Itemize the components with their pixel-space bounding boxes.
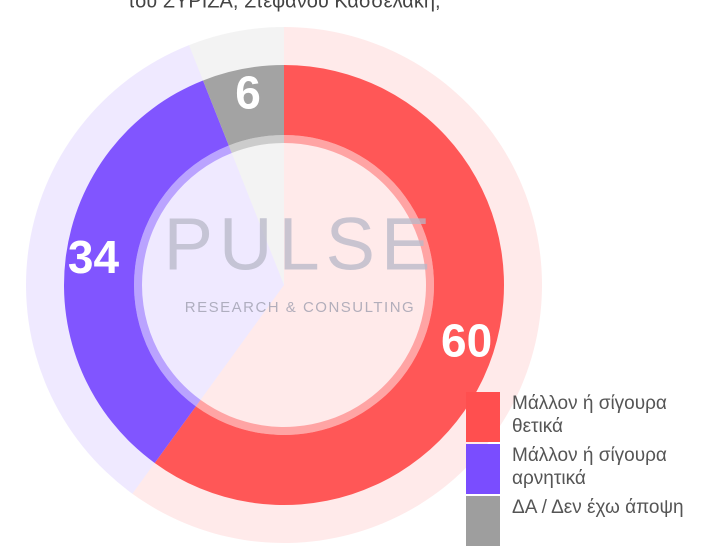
legend-swatch: [466, 444, 500, 494]
legend-swatch: [466, 392, 500, 442]
legend-label: Μάλλον ή σίγουρα θετικά: [512, 393, 667, 437]
legend-item: Μάλλον ή σίγουρα θετικά: [466, 392, 702, 444]
slice: [63, 80, 229, 463]
legend-item: ΔΑ / Δεν έχω άποψη: [466, 496, 702, 548]
slices: [25, 27, 542, 543]
slice: [203, 65, 284, 146]
value-label: 6: [235, 67, 261, 119]
legend-label: Μάλλον ή σίγουρα αρνητικά: [512, 445, 667, 489]
legend-label: ΔΑ / Δεν έχω άποψη: [512, 497, 684, 518]
slice-inner-rim: [133, 145, 232, 407]
value-label: 34: [68, 231, 120, 283]
watermark-brand: PULSE: [164, 203, 437, 286]
slice: [154, 65, 505, 506]
legend-item: Μάλλον ή σίγουρα αρνητικά: [466, 444, 702, 496]
value-label: 60: [441, 314, 492, 366]
legend: Μάλλον ή σίγουρα θετικά Μάλλον ή σίγουρα …: [466, 392, 702, 548]
slice-inner-rim: [228, 135, 284, 153]
chart-title: του ΣΥΡΙΖΑ, Στέφανου Κασσελάκη;: [127, 0, 440, 12]
legend-swatch: [466, 496, 500, 546]
watermark-tagline: RESEARCH & CONSULTING: [185, 299, 415, 316]
